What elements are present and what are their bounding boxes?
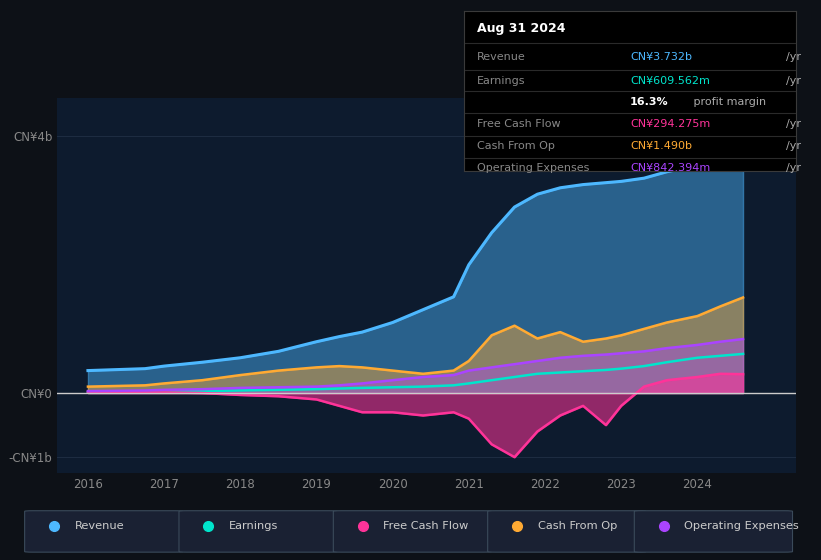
Text: Operating Expenses: Operating Expenses <box>685 521 799 531</box>
Text: /yr: /yr <box>787 76 801 86</box>
Text: Cash From Op: Cash From Op <box>477 141 555 151</box>
Text: Aug 31 2024: Aug 31 2024 <box>477 22 566 35</box>
Text: 16.3%: 16.3% <box>631 97 669 107</box>
Text: Earnings: Earnings <box>229 521 278 531</box>
FancyBboxPatch shape <box>25 511 183 552</box>
FancyBboxPatch shape <box>635 511 792 552</box>
FancyBboxPatch shape <box>179 511 337 552</box>
Text: /yr: /yr <box>787 164 801 174</box>
Text: CN¥842.394m: CN¥842.394m <box>631 164 710 174</box>
Text: CN¥3.732b: CN¥3.732b <box>631 52 692 62</box>
Text: /yr: /yr <box>787 52 801 62</box>
Text: /yr: /yr <box>787 141 801 151</box>
Text: /yr: /yr <box>787 119 801 129</box>
Text: Revenue: Revenue <box>477 52 526 62</box>
FancyBboxPatch shape <box>488 511 646 552</box>
Text: Free Cash Flow: Free Cash Flow <box>383 521 469 531</box>
Text: Free Cash Flow: Free Cash Flow <box>477 119 561 129</box>
Text: Operating Expenses: Operating Expenses <box>477 164 589 174</box>
FancyBboxPatch shape <box>333 511 492 552</box>
Text: CN¥294.275m: CN¥294.275m <box>631 119 710 129</box>
Text: Earnings: Earnings <box>477 76 525 86</box>
Text: Cash From Op: Cash From Op <box>538 521 617 531</box>
Text: CN¥609.562m: CN¥609.562m <box>631 76 710 86</box>
Text: Revenue: Revenue <box>75 521 125 531</box>
Text: profit margin: profit margin <box>690 97 766 107</box>
Text: CN¥1.490b: CN¥1.490b <box>631 141 692 151</box>
